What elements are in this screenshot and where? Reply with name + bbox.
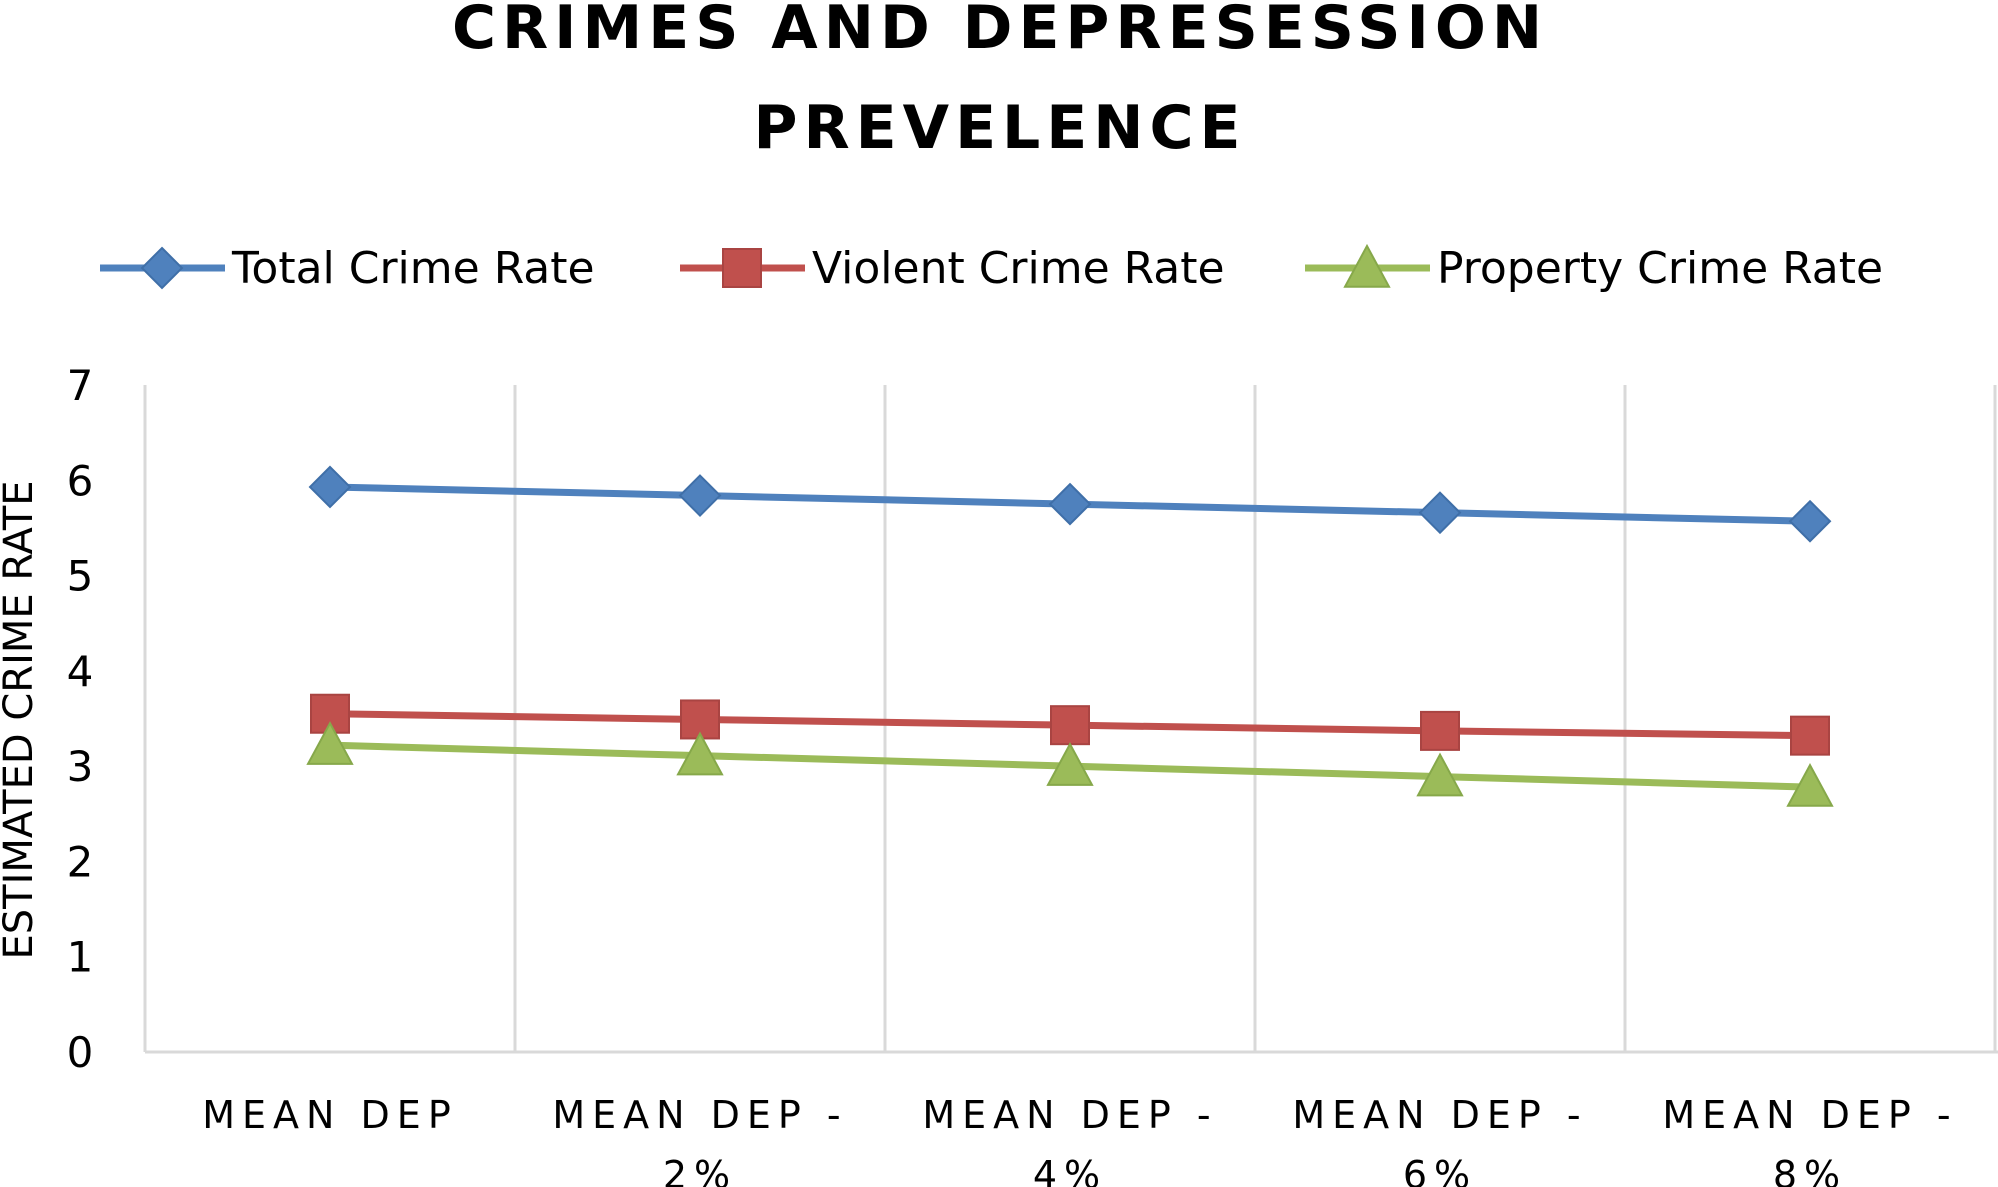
legend-item: Property Crime Rate xyxy=(1305,243,1883,294)
y-tick-label: 6 xyxy=(67,456,94,505)
x-tick-label: MEAN DEP xyxy=(202,1093,457,1137)
data-point xyxy=(306,721,354,765)
x-tick-label: 4% xyxy=(1033,1153,1107,1187)
x-tick-label: 6% xyxy=(1403,1153,1477,1187)
data-point xyxy=(1046,742,1094,786)
chart-title-line: PREVELENCE xyxy=(753,93,1246,163)
x-tick-label: MEAN DEP - xyxy=(552,1093,847,1137)
legend-marker-diamond xyxy=(140,246,184,290)
data-point xyxy=(1418,491,1462,535)
legend-label: Total Crime Rate xyxy=(231,243,595,294)
x-tick-label: MEAN DEP - xyxy=(1292,1093,1587,1137)
x-tick-label: 2% xyxy=(663,1153,737,1187)
x-tick-label: 8% xyxy=(1773,1153,1847,1187)
data-point xyxy=(1050,705,1090,746)
legend: Total Crime Rate Violent Crime Rate Proper… xyxy=(100,243,1883,294)
chart-title-line: CRIMES AND DEPRESESSION xyxy=(452,0,1548,63)
series xyxy=(306,465,1834,807)
legend-marker-square xyxy=(722,248,762,288)
legend-label: Violent Crime Rate xyxy=(812,243,1225,294)
series-square xyxy=(310,693,1830,756)
y-tick-label: 0 xyxy=(67,1028,94,1077)
data-point xyxy=(308,465,352,509)
data-point xyxy=(1420,710,1460,751)
y-tick-label: 4 xyxy=(67,647,94,696)
data-point xyxy=(1790,715,1830,756)
legend-marker-triangle xyxy=(1343,243,1391,288)
axes xyxy=(143,385,1998,1054)
x-tick-labels: MEAN DEP MEAN DEP - 2% MEAN DEP - 4% MEAN DEP… xyxy=(202,1093,1957,1187)
data-point xyxy=(1048,482,1092,526)
data-point xyxy=(1416,752,1464,797)
legend-item: Violent Crime Rate xyxy=(680,243,1225,294)
legend-label: Property Crime Rate xyxy=(1437,243,1883,294)
y-tick-label: 1 xyxy=(67,933,94,982)
y-tick-labels: 0 1 2 3 4 5 6 7 xyxy=(67,361,94,1077)
data-point xyxy=(676,731,724,776)
y-tick-label: 5 xyxy=(67,552,94,601)
series-triangle xyxy=(306,721,1834,807)
chart-title: CRIMES AND DEPRESESSION PREVELENCE xyxy=(452,0,1548,163)
x-tick-label: MEAN DEP - xyxy=(922,1093,1217,1137)
x-tick-label: MEAN DEP - xyxy=(1662,1093,1957,1137)
y-tick-label: 3 xyxy=(67,742,94,791)
legend-item: Total Crime Rate xyxy=(100,243,595,294)
series-diamond xyxy=(308,465,1832,543)
y-axis-label: ESTIMATED CRIME RATE xyxy=(0,480,42,959)
y-tick-label: 2 xyxy=(67,837,94,886)
data-point xyxy=(1786,763,1834,807)
data-point xyxy=(678,474,722,517)
data-point xyxy=(1788,499,1832,543)
y-tick-label: 7 xyxy=(67,361,94,410)
